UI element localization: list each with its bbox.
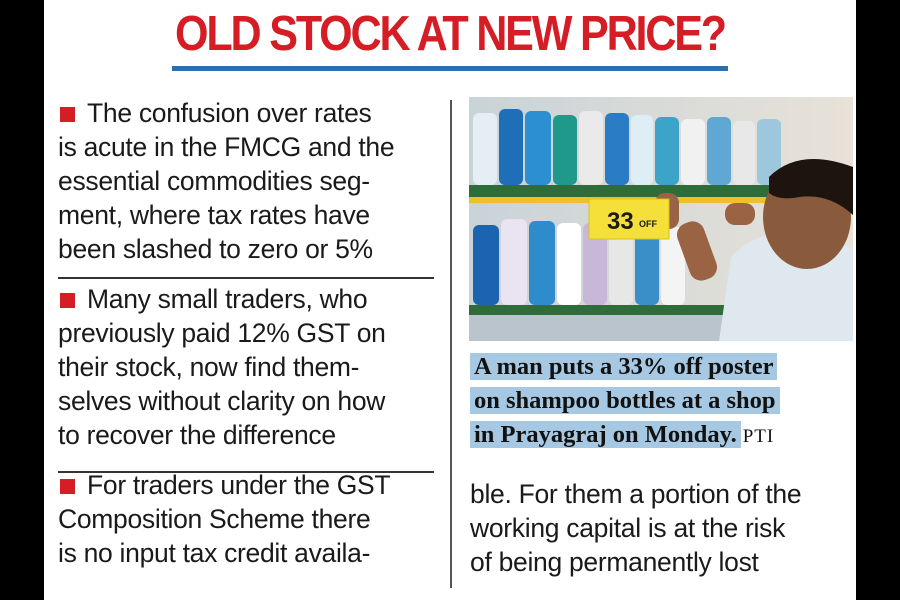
point-line: For traders under the GST [87, 470, 391, 500]
discount-poster: 33 OFF [588, 198, 670, 240]
photo-illustration: 33 OFF [469, 97, 853, 341]
caption-text: on shampoo bottles at a shop [470, 387, 780, 414]
section-divider [58, 277, 434, 279]
point-line: selves without clarity on how [58, 386, 386, 416]
caption-line: A man puts a 33% off poster [470, 350, 850, 384]
point-line: been slashed to zero or 5% [58, 234, 373, 264]
caption-line: in Prayagraj on Monday. PTI [470, 418, 850, 454]
point-line: to recover the difference [58, 420, 336, 450]
lower-shelf-bottles [473, 219, 685, 305]
shop-shelf-photo: 33 OFF [469, 97, 853, 341]
point-line: previously paid 12% GST on [58, 318, 386, 348]
column-rule [450, 100, 452, 588]
headline-underline [172, 66, 728, 71]
caption-line: on shampoo bottles at a shop [470, 384, 850, 418]
red-square-bullet-icon [60, 292, 75, 308]
newspaper-clipping: OLD STOCK AT NEW PRICE? The confusion ov… [44, 0, 856, 600]
point-line: their stock, now find them- [58, 352, 360, 382]
caption-text: A man puts a 33% off poster [470, 353, 778, 380]
point-line: is no input tax credit availa- [58, 538, 371, 568]
headline: OLD STOCK AT NEW PRICE? [175, 7, 727, 61]
point-line: Many small traders, who [87, 284, 368, 314]
point-line: ment, where tax rates have [58, 200, 370, 230]
point-line: The confusion over rates [87, 98, 372, 128]
photo-caption: A man puts a 33% off poster on shampoo b… [470, 350, 850, 454]
photo-credit: PTI [742, 426, 775, 447]
continuation-line: working capital is at the risk [470, 513, 786, 543]
red-square-bullet-icon [60, 106, 75, 122]
poster-number: 33 [607, 208, 634, 235]
continuation-text: ble. For them a portion of the working c… [470, 477, 850, 579]
point-line: Composition Scheme there [58, 504, 371, 534]
point-line: is acute in the FMCG and the [58, 132, 395, 162]
man-figure [655, 159, 853, 341]
bullet-point-1: The confusion over rates is acute in the… [58, 96, 434, 272]
bullet-point-2: Many small traders, who previously paid … [58, 272, 434, 458]
caption-text: in Prayagraj on Monday. [470, 421, 741, 448]
continuation-line: of being permanently lost [470, 547, 759, 577]
point-line: essential commodities seg- [58, 166, 370, 196]
bullet-point-3: For traders under the GST Composition Sc… [58, 458, 434, 570]
upper-shelf-bottles [473, 109, 781, 185]
left-column: The confusion over rates is acute in the… [58, 96, 434, 570]
section-divider [58, 471, 434, 473]
continuation-line: ble. For them a portion of the [470, 479, 802, 509]
poster-off: OFF [639, 219, 657, 229]
red-square-bullet-icon [60, 478, 75, 494]
